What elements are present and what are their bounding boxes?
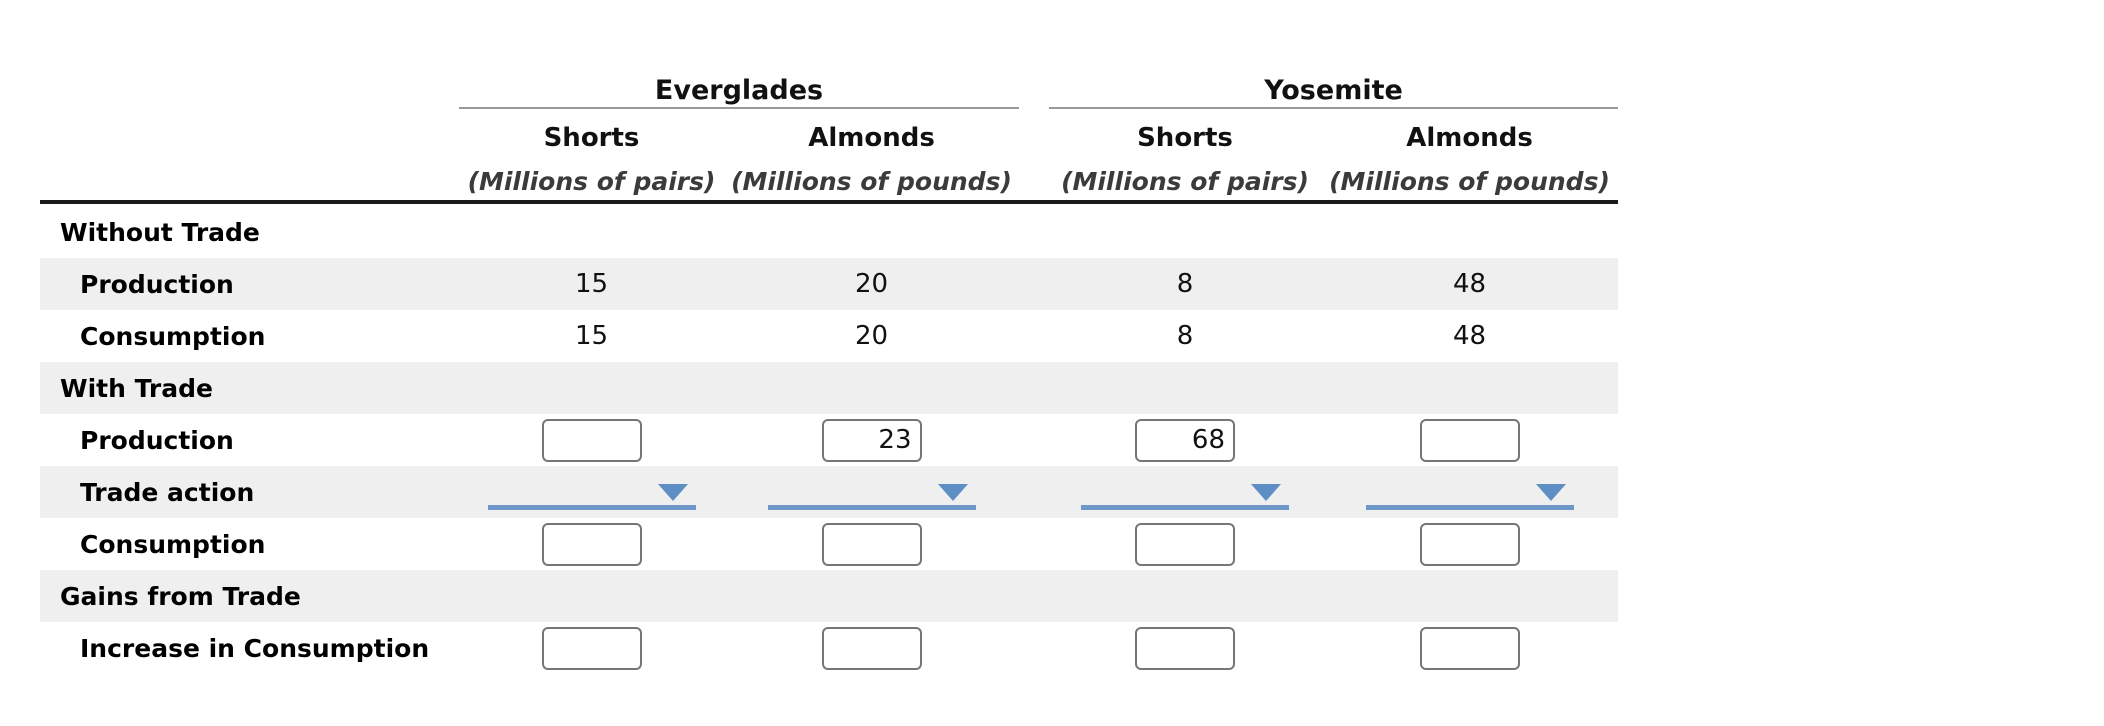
group-header-row: Everglades Yosemite xyxy=(40,70,1618,110)
section-row-label: Gains from Trade xyxy=(60,581,301,611)
value-cell: 8 xyxy=(1176,321,1194,351)
group-underline-row xyxy=(40,107,1618,109)
row-without-trade-production: Production 15 20 8 48 xyxy=(40,258,1618,310)
increase-consumption-input[interactable] xyxy=(821,626,922,670)
group-underline-yosemite xyxy=(1049,107,1618,109)
row-label: Consumption xyxy=(80,529,266,559)
column-unit-header: (Millions of pounds) xyxy=(731,166,1012,196)
value-cell: 8 xyxy=(1176,269,1194,299)
row-with-trade-consumption: Consumption xyxy=(40,518,1618,570)
consumption-input[interactable] xyxy=(541,522,642,566)
row-without-trade-consumption: Consumption 15 20 8 48 xyxy=(40,310,1618,362)
consumption-input[interactable] xyxy=(1135,522,1235,566)
dropdown-arrow-icon xyxy=(1535,484,1566,501)
production-input[interactable] xyxy=(541,418,642,462)
trade-action-dropdown[interactable] xyxy=(487,474,696,510)
dropdown-underline xyxy=(1365,505,1574,510)
goods-header-row: Shorts Almonds Shorts Almonds xyxy=(40,118,1618,158)
section-row-gains-from-trade: Gains from Trade xyxy=(40,570,1618,622)
production-input[interactable] xyxy=(1135,418,1235,462)
section-row-label: With Trade xyxy=(60,373,213,403)
dropdown-arrow-icon xyxy=(1251,484,1281,501)
column-good-header: Shorts xyxy=(543,123,640,153)
row-label: Trade action xyxy=(80,477,255,507)
trade-action-dropdown[interactable] xyxy=(1081,474,1289,510)
row-label: Increase in Consumption xyxy=(80,633,430,663)
value-cell: 20 xyxy=(854,321,889,351)
column-unit-header: (Millions of pounds) xyxy=(1329,166,1610,196)
increase-consumption-input[interactable] xyxy=(541,626,642,670)
row-label: Production xyxy=(80,425,234,455)
row-increase-in-consumption: Increase in Consumption xyxy=(40,622,1618,674)
header-divider-line xyxy=(40,200,1618,204)
row-with-trade-production: Production xyxy=(40,414,1618,466)
group-header-everglades: Everglades xyxy=(654,74,824,106)
column-unit-header: (Millions of pairs) xyxy=(1061,166,1309,196)
group-underline-everglades xyxy=(459,107,1019,109)
value-cell: 15 xyxy=(574,321,609,351)
consumption-input[interactable] xyxy=(821,522,922,566)
units-header-row: (Millions of pairs) (Millions of pounds)… xyxy=(40,160,1618,202)
value-cell: 20 xyxy=(854,269,889,299)
value-cell: 15 xyxy=(574,269,609,299)
dropdown-underline xyxy=(487,505,696,510)
dropdown-underline xyxy=(1081,505,1289,510)
row-label: Consumption xyxy=(80,321,266,351)
section-row-without-trade: Without Trade xyxy=(40,206,1618,258)
section-row-label: Without Trade xyxy=(60,217,260,247)
trade-action-dropdown[interactable] xyxy=(767,474,976,510)
dropdown-underline xyxy=(767,505,976,510)
consumption-input[interactable] xyxy=(1419,522,1520,566)
row-label: Production xyxy=(80,269,234,299)
increase-consumption-input[interactable] xyxy=(1419,626,1520,670)
section-row-with-trade: With Trade xyxy=(40,362,1618,414)
dropdown-arrow-icon xyxy=(657,484,688,501)
row-trade-action: Trade action xyxy=(40,466,1618,518)
value-cell: 48 xyxy=(1452,269,1487,299)
group-header-yosemite: Yosemite xyxy=(1264,74,1403,106)
value-cell: 48 xyxy=(1452,321,1487,351)
production-input[interactable] xyxy=(821,418,922,462)
increase-consumption-input[interactable] xyxy=(1135,626,1235,670)
column-good-header: Almonds xyxy=(1406,123,1533,153)
column-good-header: Shorts xyxy=(1137,123,1233,153)
production-input[interactable] xyxy=(1419,418,1520,462)
dropdown-arrow-icon xyxy=(937,484,968,501)
column-unit-header: (Millions of pairs) xyxy=(467,166,716,196)
trade-action-dropdown[interactable] xyxy=(1365,474,1574,510)
column-good-header: Almonds xyxy=(808,123,935,153)
